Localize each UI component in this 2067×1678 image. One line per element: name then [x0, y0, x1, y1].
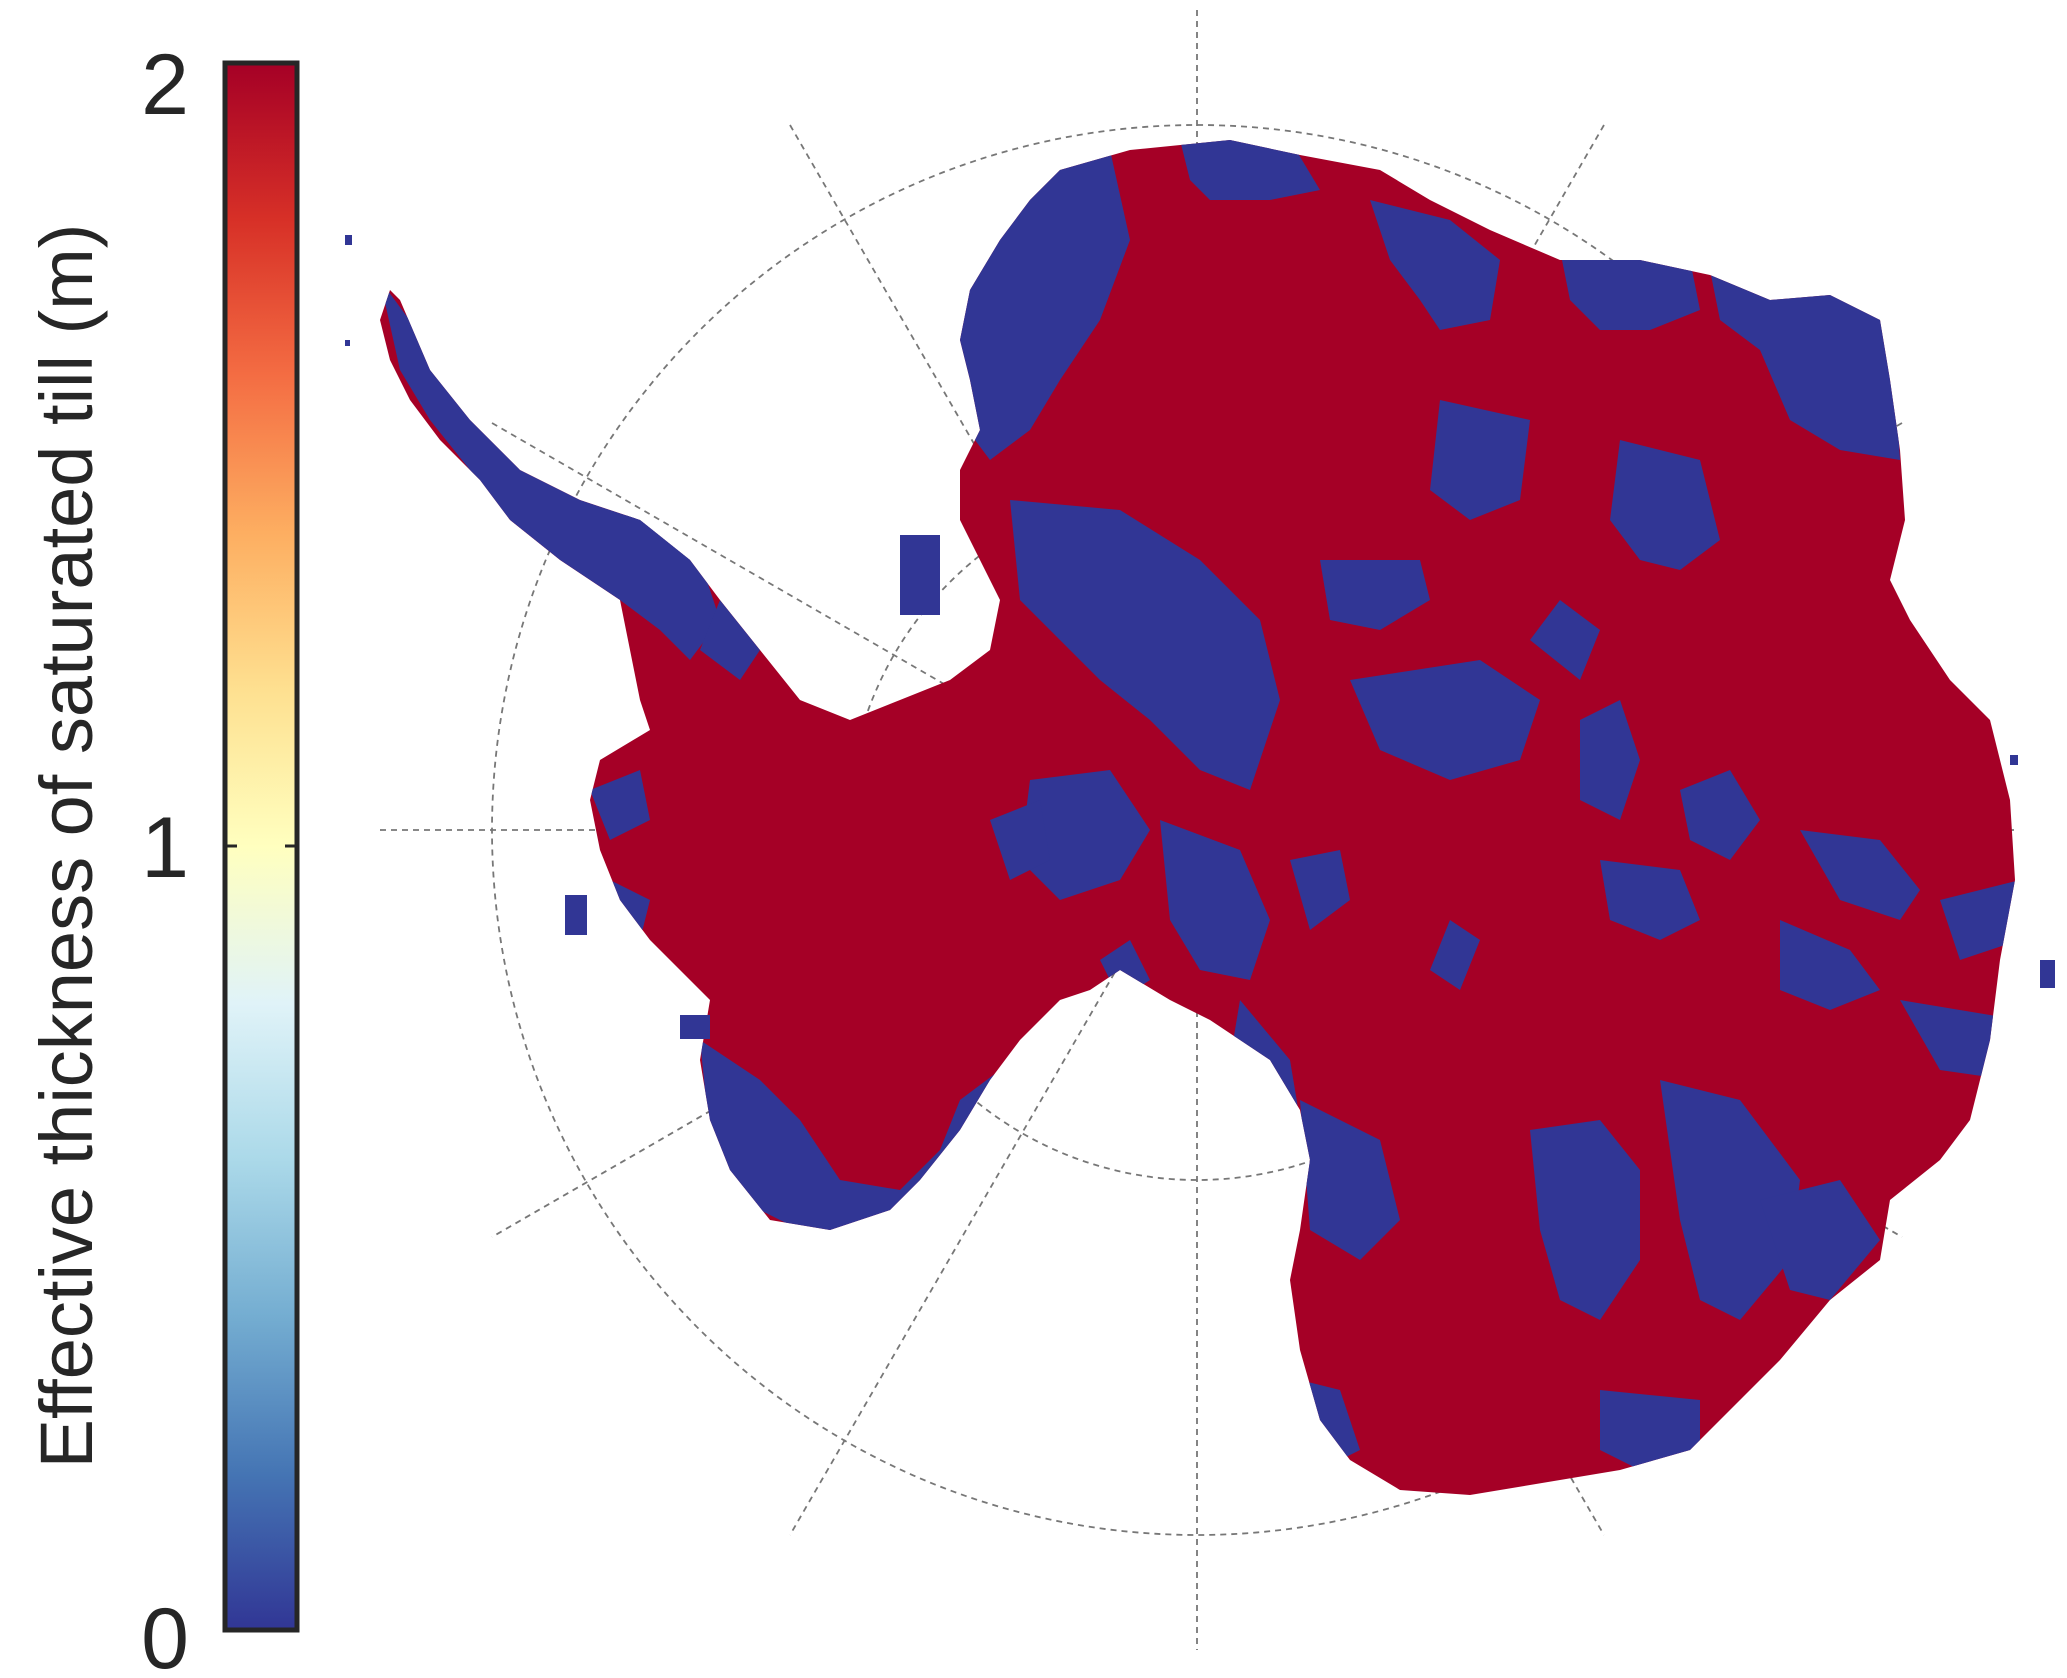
- ice-sheet-low-till: [380, 140, 2015, 1470]
- colorbar-tick-2: 2: [141, 37, 189, 133]
- colorbar-tick-0: 0: [141, 1591, 189, 1678]
- ice-fragment: [2040, 960, 2055, 988]
- antarctica-map: [345, 10, 2055, 1650]
- ice-fragment: [900, 535, 940, 615]
- ice-fragment: [345, 340, 350, 346]
- ice-fragment: [2010, 755, 2018, 765]
- colorbar-label: Effective thickness of saturated till (m…: [25, 224, 108, 1469]
- ice-fragments: [345, 235, 2055, 1039]
- colorbar: 2 1 0 Effective thickness of saturated t…: [25, 37, 300, 1678]
- ice-fragment: [565, 895, 587, 935]
- colorbar-tick-1: 1: [141, 800, 189, 896]
- ice-fragment: [345, 235, 352, 245]
- ice-fragment: [680, 1015, 710, 1039]
